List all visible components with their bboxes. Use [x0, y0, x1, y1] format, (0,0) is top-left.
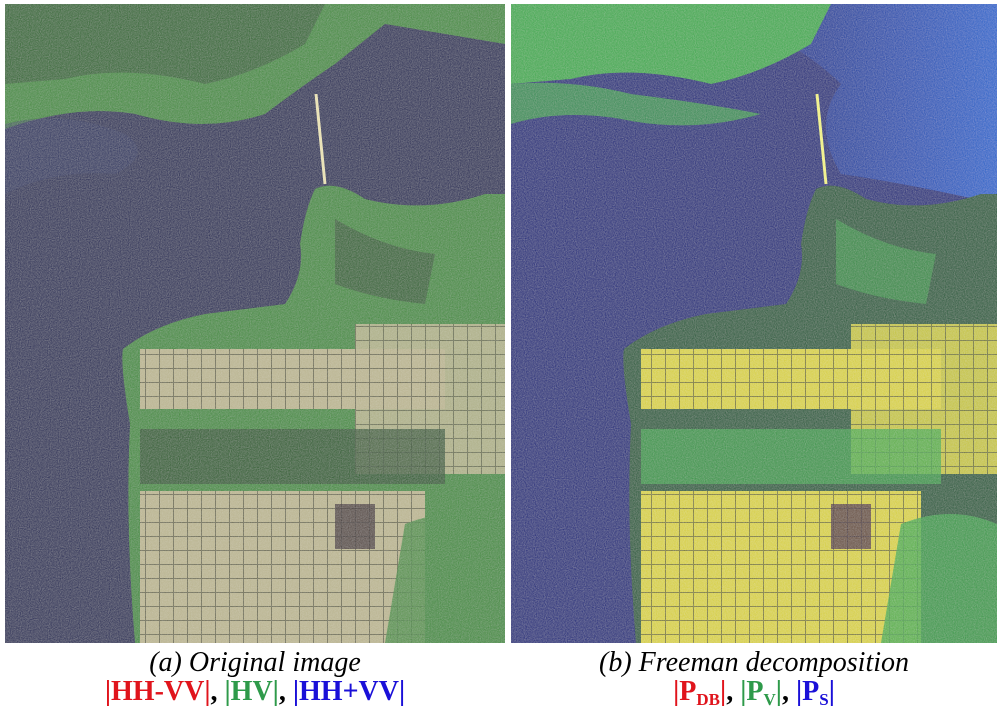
channel-double-bounce: |PDB| — [673, 676, 727, 709]
golden-gate-bridge — [314, 93, 327, 185]
golden-gate-bridge — [815, 93, 828, 185]
channel-blue: |HH+VV| — [292, 676, 406, 707]
caption-original-image: (a) Original image |HH-VV|, |HV|, |HH+VV… — [5, 648, 505, 706]
separator: , — [278, 676, 293, 707]
sar-original-image — [5, 4, 505, 643]
channel-red: |HH-VV| — [104, 676, 211, 707]
channel-legend: |PDB|, |PV|, |PS| — [511, 676, 997, 709]
lake — [831, 504, 871, 549]
presidio — [335, 219, 435, 304]
golden-gate-park — [140, 429, 445, 484]
caption-title: (a) Original image — [149, 647, 361, 678]
channel-legend: |HH-VV|, |HV|, |HH+VV| — [5, 677, 505, 706]
separator: , — [210, 676, 225, 707]
sunset-district — [641, 491, 921, 643]
marin-headlands — [511, 4, 831, 84]
golden-gate-park — [641, 429, 941, 484]
freeman-decomposition-drawing — [511, 4, 997, 643]
caption-freeman-decomposition: (b) Freeman decomposition |PDB|, |PV|, |… — [511, 647, 997, 709]
sar-original-image-drawing — [5, 4, 505, 643]
channel-volume: |PV| — [740, 676, 782, 709]
lake — [335, 504, 375, 549]
separator: , — [781, 676, 796, 707]
caption-title: (b) Freeman decomposition — [599, 647, 909, 678]
freeman-decomposition-image — [511, 4, 997, 643]
channel-green: |HV| — [224, 676, 279, 707]
separator: , — [726, 676, 741, 707]
presidio — [836, 219, 936, 304]
sunset-district — [140, 491, 425, 643]
channel-surface: |PS| — [795, 676, 835, 709]
